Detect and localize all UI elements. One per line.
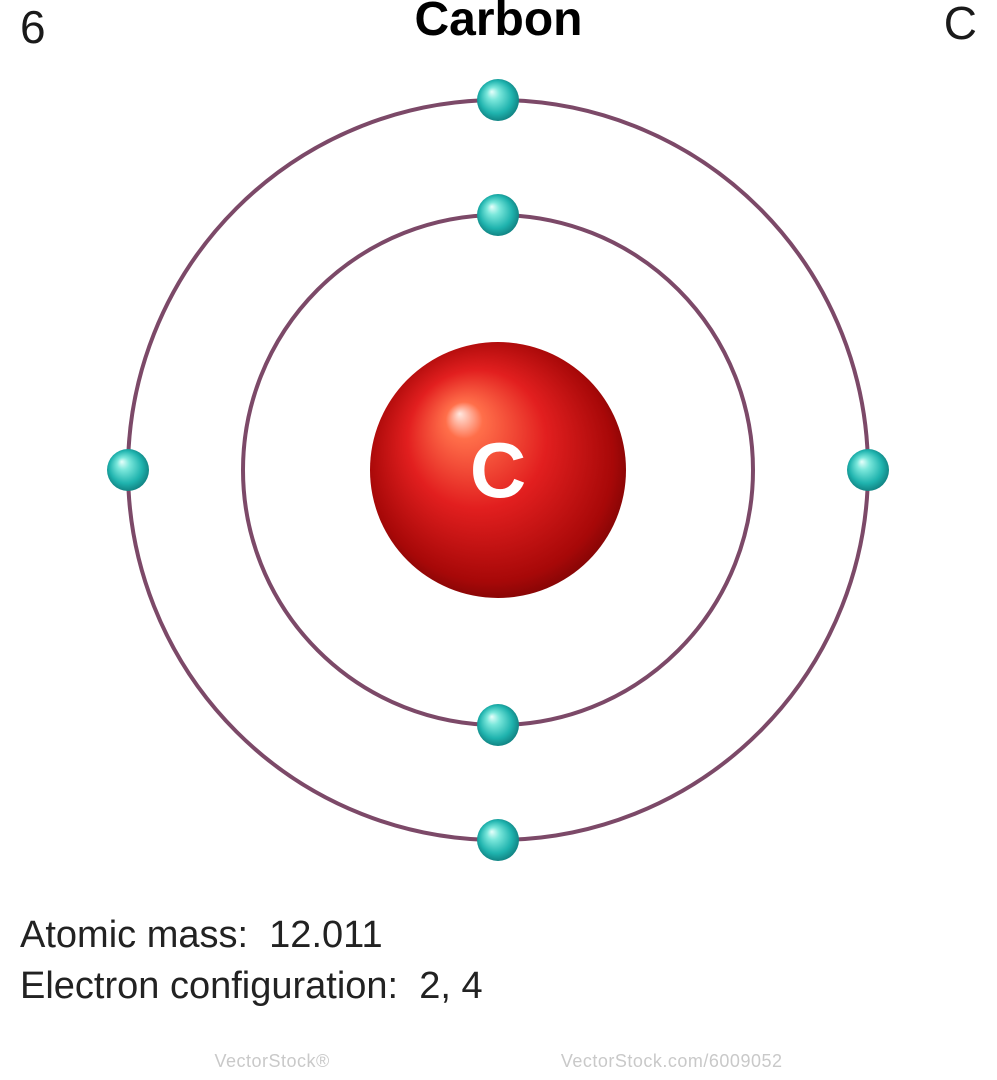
electron <box>477 704 519 746</box>
electron <box>477 194 519 236</box>
watermark: VectorStock® VectorStock.com/6009052 <box>0 1051 997 1072</box>
electron <box>477 819 519 861</box>
atomic-mass-label: Atomic mass: <box>20 914 248 956</box>
electron <box>477 79 519 121</box>
watermark-id: VectorStock.com/6009052 <box>561 1051 783 1071</box>
electron-config-label: Electron configuration: <box>20 965 398 1007</box>
electron <box>107 449 149 491</box>
electron <box>847 449 889 491</box>
atomic-mass-row: Atomic mass: 12.011 <box>20 910 483 961</box>
nucleus: C <box>370 342 626 598</box>
electron-config-value: 2, 4 <box>419 965 482 1007</box>
electron-config-row: Electron configuration: 2, 4 <box>20 961 483 1012</box>
atom-svg: C <box>0 40 997 900</box>
info-block: Atomic mass: 12.011 Electron configurati… <box>20 910 483 1013</box>
watermark-brand: VectorStock® <box>215 1051 330 1071</box>
nucleus-symbol: C <box>470 426 526 514</box>
atomic-mass-value: 12.011 <box>269 914 382 956</box>
atom-diagram: C <box>0 40 997 900</box>
